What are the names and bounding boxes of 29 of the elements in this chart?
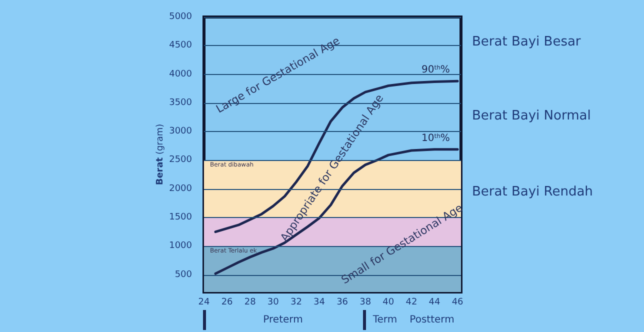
- x-tick-label: 34: [314, 298, 326, 308]
- x-tick-label: 36: [336, 298, 348, 308]
- text: Berat Bayi Rendah: [472, 184, 593, 200]
- y-tick-label: 2500: [169, 155, 192, 166]
- y-tick-label: 1500: [169, 212, 192, 223]
- x-tick-label: 28: [244, 298, 256, 308]
- x-tick-label: 30: [267, 298, 280, 308]
- x-tick-label: 32: [290, 298, 302, 308]
- x-tick-label: 26: [221, 298, 234, 308]
- x-tick-label: 40: [382, 298, 394, 308]
- y-tick-label: 3000: [169, 126, 192, 137]
- y-tick-label: 4500: [169, 40, 192, 51]
- text: Berat Bayi Besar: [472, 34, 582, 50]
- y-tick-label: 2000: [169, 184, 192, 194]
- x-tick-label: 44: [428, 298, 440, 308]
- text: Postterm: [410, 314, 454, 326]
- x-tick-label: 42: [406, 298, 418, 308]
- x-tick-label: 46: [452, 298, 464, 308]
- y-axis-title: Berat (gram): [156, 124, 166, 186]
- text: Term: [372, 314, 398, 326]
- y-tick-label: 5000: [169, 12, 192, 22]
- y-tick-label: 4000: [169, 69, 192, 80]
- x-tick-label: 24: [198, 298, 210, 308]
- y-tick-label: 500: [174, 270, 192, 280]
- y-tick-label: 1000: [169, 241, 192, 252]
- y-tick-label: 3500: [169, 98, 192, 108]
- x-tick-label: 38: [360, 298, 372, 308]
- text: Berat Bayi Normal: [472, 108, 591, 124]
- text: Preterm: [263, 314, 303, 326]
